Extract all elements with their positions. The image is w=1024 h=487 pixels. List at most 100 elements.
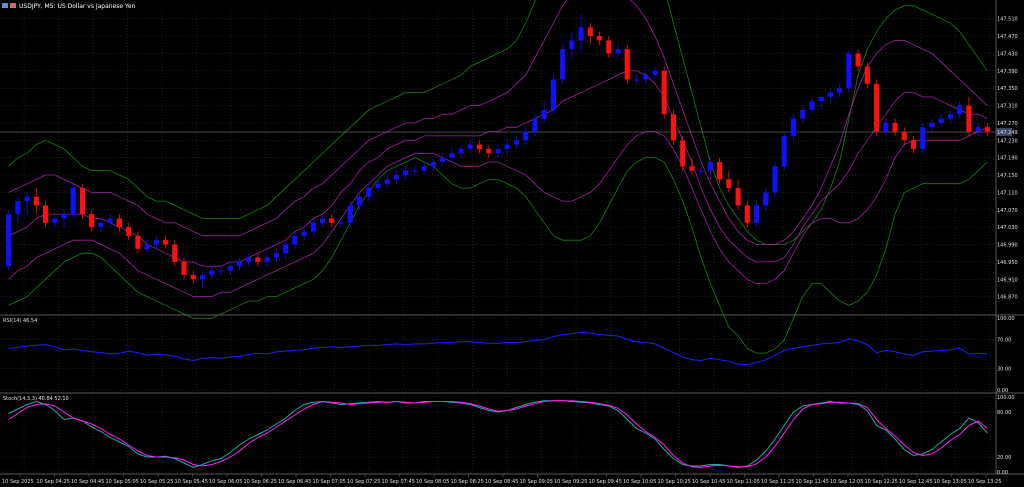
- candle[interactable]: [874, 79, 880, 136]
- candle[interactable]: [726, 170, 732, 193]
- candle[interactable]: [513, 135, 520, 149]
- candle[interactable]: [495, 144, 501, 158]
- candle[interactable]: [864, 62, 870, 89]
- candle[interactable]: [236, 257, 242, 271]
- candle[interactable]: [883, 118, 889, 136]
- candle[interactable]: [523, 127, 529, 145]
- candle[interactable]: [790, 114, 797, 141]
- candle[interactable]: [837, 83, 843, 97]
- candle[interactable]: [440, 153, 446, 167]
- candle[interactable]: [384, 175, 390, 189]
- candle[interactable]: [98, 218, 104, 232]
- candle[interactable]: [338, 218, 344, 228]
- candle[interactable]: [763, 188, 769, 210]
- candle[interactable]: [901, 127, 907, 145]
- candle[interactable]: [504, 140, 510, 154]
- candle[interactable]: [356, 192, 363, 210]
- candle[interactable]: [661, 66, 667, 119]
- candle[interactable]: [717, 157, 723, 184]
- candle[interactable]: [624, 44, 630, 84]
- candle[interactable]: [532, 114, 538, 136]
- candle[interactable]: [920, 122, 926, 154]
- candle[interactable]: [467, 140, 473, 154]
- candle[interactable]: [449, 148, 455, 162]
- candle[interactable]: [421, 162, 427, 176]
- candle[interactable]: [975, 122, 981, 136]
- candle[interactable]: [15, 196, 21, 223]
- candle[interactable]: [273, 248, 279, 262]
- candle[interactable]: [107, 214, 113, 228]
- candle[interactable]: [375, 179, 381, 193]
- candle[interactable]: [246, 253, 252, 267]
- candle[interactable]: [135, 231, 141, 254]
- candle[interactable]: [984, 122, 990, 136]
- candle[interactable]: [615, 44, 621, 58]
- candle[interactable]: [754, 201, 760, 228]
- candle[interactable]: [209, 266, 215, 280]
- candle[interactable]: [606, 36, 612, 58]
- candle[interactable]: [347, 201, 353, 228]
- candle[interactable]: [329, 214, 335, 228]
- candle[interactable]: [79, 183, 86, 219]
- candle[interactable]: [126, 222, 132, 241]
- candle[interactable]: [818, 96, 824, 110]
- candle[interactable]: [33, 188, 39, 215]
- candle[interactable]: [560, 44, 566, 84]
- chart-color-icon[interactable]: [10, 3, 16, 8]
- candle[interactable]: [578, 14, 584, 54]
- candle[interactable]: [412, 166, 418, 176]
- candle[interactable]: [707, 157, 713, 180]
- candle[interactable]: [689, 157, 695, 176]
- candle[interactable]: [550, 75, 556, 115]
- candle[interactable]: [227, 261, 233, 275]
- candle[interactable]: [218, 266, 224, 275]
- candle[interactable]: [6, 209, 12, 271]
- candle[interactable]: [855, 49, 861, 71]
- candle[interactable]: [652, 66, 658, 80]
- candle[interactable]: [43, 201, 49, 228]
- candle[interactable]: [163, 235, 169, 249]
- candle[interactable]: [292, 231, 298, 249]
- candle[interactable]: [310, 218, 316, 236]
- candle[interactable]: [680, 135, 686, 171]
- candle[interactable]: [24, 192, 30, 215]
- candle[interactable]: [52, 214, 58, 228]
- candle[interactable]: [403, 166, 409, 180]
- candle[interactable]: [172, 240, 178, 267]
- price-panel[interactable]: 147.510 147.470 147.430 147.390 147.350 147.3…: [0, 0, 1024, 474]
- candle[interactable]: [735, 179, 741, 210]
- candle[interactable]: [827, 88, 833, 102]
- candle[interactable]: [320, 214, 326, 228]
- candle[interactable]: [772, 162, 778, 197]
- candle[interactable]: [938, 114, 944, 128]
- candle[interactable]: [70, 183, 76, 219]
- stochastic-panel[interactable]: 100.00 80.00 20.00 0.00 Stoch(14,3,3) 40.84 …: [0, 395, 1024, 476]
- candle[interactable]: [809, 96, 815, 115]
- candle[interactable]: [929, 118, 935, 132]
- candle[interactable]: [846, 49, 852, 93]
- candle[interactable]: [781, 131, 787, 171]
- candle[interactable]: [670, 109, 676, 145]
- candle[interactable]: [910, 135, 917, 154]
- candle[interactable]: [587, 23, 593, 45]
- candle[interactable]: [89, 209, 95, 232]
- candle[interactable]: [144, 240, 150, 254]
- candle[interactable]: [800, 105, 806, 123]
- candle[interactable]: [947, 109, 953, 123]
- candle[interactable]: [366, 183, 372, 202]
- candle[interactable]: [255, 253, 261, 267]
- candle[interactable]: [597, 31, 603, 45]
- candle[interactable]: [458, 144, 464, 158]
- candle[interactable]: [190, 270, 196, 284]
- chart-window-icon[interactable]: [2, 3, 8, 8]
- candle[interactable]: [643, 70, 649, 84]
- candle[interactable]: [430, 157, 436, 171]
- candle[interactable]: [892, 118, 898, 136]
- candle[interactable]: [633, 75, 640, 84]
- candle[interactable]: [116, 214, 122, 232]
- candle[interactable]: [393, 170, 399, 184]
- candle[interactable]: [966, 96, 972, 136]
- candle[interactable]: [264, 253, 270, 267]
- candle[interactable]: [957, 101, 963, 119]
